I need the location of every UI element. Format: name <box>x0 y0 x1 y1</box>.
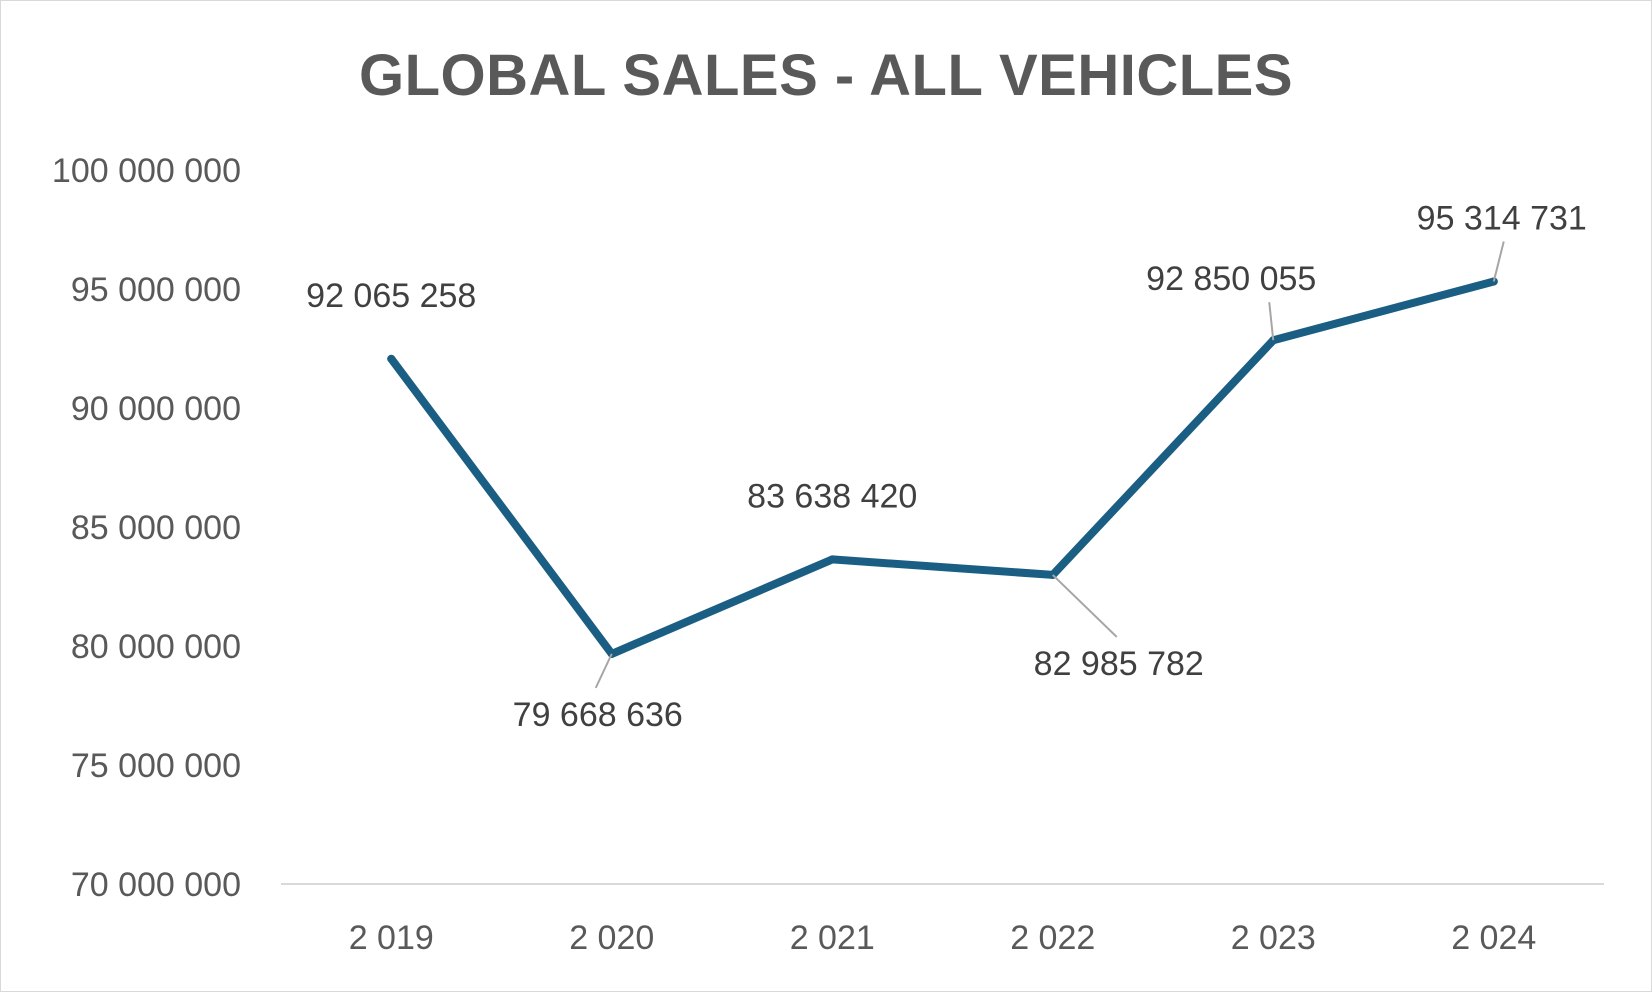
data-point <box>828 555 837 564</box>
y-tick-label: 85 000 000 <box>71 509 241 547</box>
y-tick-label: 90 000 000 <box>71 390 241 428</box>
y-tick-label: 100 000 000 <box>52 152 241 190</box>
data-label: 92 065 258 <box>306 277 476 315</box>
y-tick-label: 80 000 000 <box>71 628 241 666</box>
series-layer <box>387 277 1498 658</box>
x-axis-tick-labels: 2 019 2 020 2 021 2 022 2 023 2 024 <box>349 919 1537 957</box>
data-label-leader-line <box>1492 241 1505 282</box>
x-tick-label: 2 021 <box>790 919 875 957</box>
data-label: 82 985 782 <box>1034 645 1204 683</box>
data-label-leader-line <box>1268 302 1275 341</box>
x-tick-label: 2 023 <box>1231 919 1316 957</box>
y-tick-label: 75 000 000 <box>71 747 241 785</box>
data-labels-layer: 92 065 258 79 668 636 83 638 420 82 985 782… <box>306 200 1587 734</box>
data-label: 92 850 055 <box>1146 260 1316 298</box>
y-axis-tick-labels: 70 000 000 75 000 000 80 000 000 85 000 000… <box>52 152 241 904</box>
series-line <box>387 277 1498 658</box>
x-tick-label: 2 019 <box>349 919 434 957</box>
data-label: 83 638 420 <box>747 477 917 515</box>
x-tick-label: 2 020 <box>569 919 654 957</box>
data-point <box>387 354 396 363</box>
data-label: 95 314 731 <box>1417 200 1587 238</box>
chart-title: GLOBAL SALES - ALL VEHICLES <box>359 43 1293 108</box>
data-label-leader-line <box>594 653 613 689</box>
x-tick-label: 2 024 <box>1451 919 1536 957</box>
x-tick-label: 2 022 <box>1010 919 1095 957</box>
y-tick-label: 95 000 000 <box>71 271 241 309</box>
y-tick-label: 70 000 000 <box>71 866 241 904</box>
data-label-leader-line <box>1052 574 1118 638</box>
data-label: 79 668 636 <box>513 696 683 734</box>
